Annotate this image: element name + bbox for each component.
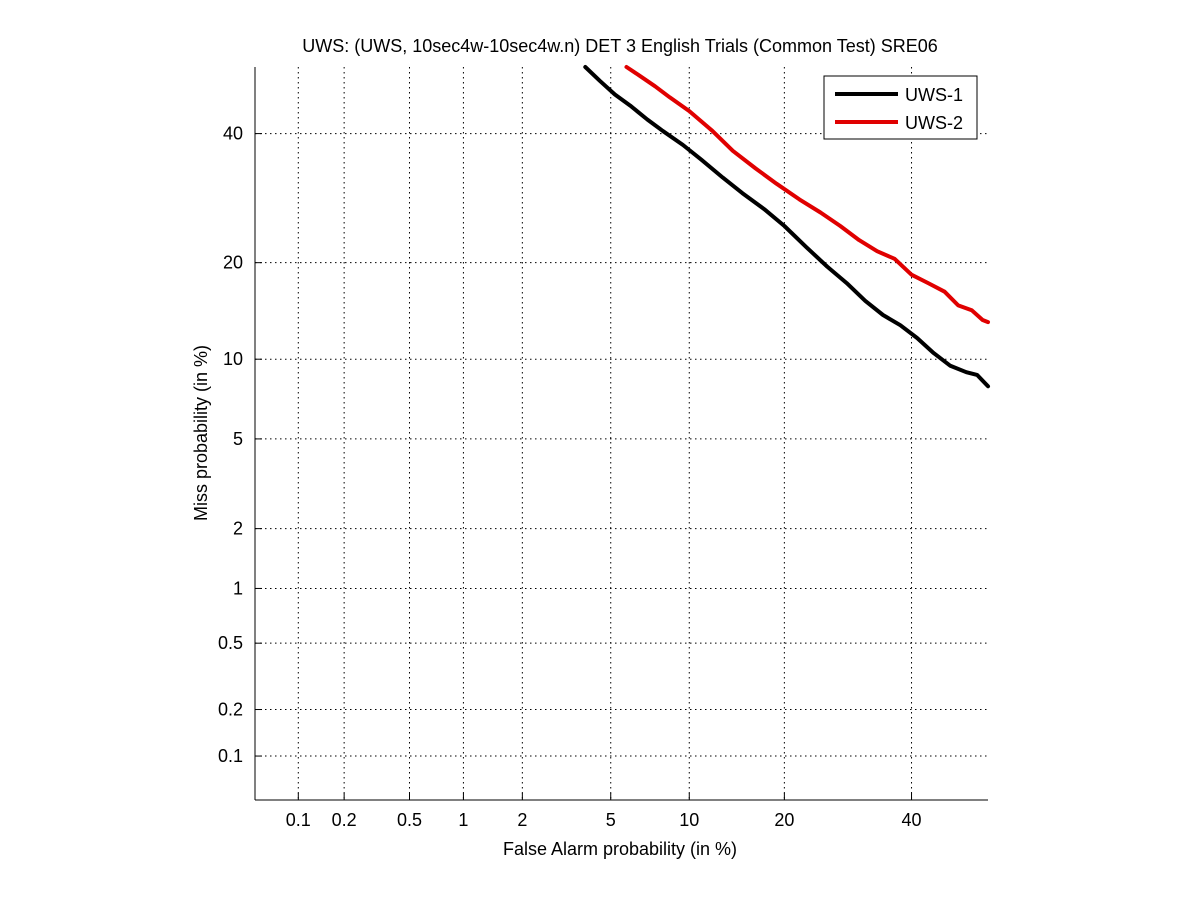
y-tick-label: 20	[223, 253, 243, 273]
series-line-uws-2	[624, 65, 990, 325]
legend-box	[823, 75, 978, 140]
axes	[254, 67, 988, 801]
y-tick-label: 5	[233, 429, 243, 449]
x-tick-label: 5	[606, 810, 616, 830]
x-tick-label: 1	[458, 810, 468, 830]
y-tick-label: 2	[233, 519, 243, 539]
x-axis-ticks: 0.1 0.2 0.5 1 2 5 10 20 40	[286, 793, 922, 830]
legend: UWS-1 UWS-2	[823, 75, 978, 140]
y-axis-label: Miss probability (in %)	[191, 345, 211, 521]
y-tick-label: 0.1	[218, 746, 243, 766]
chart-title: UWS: (UWS, 10sec4w-10sec4w.n) DET 3 Engl…	[302, 36, 938, 56]
y-tick-label: 40	[223, 124, 243, 144]
series-layer	[583, 65, 990, 389]
series-line-uws-1	[583, 65, 990, 389]
grid	[255, 67, 988, 800]
legend-label-uws-1: UWS-1	[905, 85, 963, 105]
x-tick-label: 20	[774, 810, 794, 830]
x-axis-label: False Alarm probability (in %)	[503, 839, 737, 859]
x-tick-label: 0.1	[286, 810, 311, 830]
x-tick-label: 10	[679, 810, 699, 830]
y-tick-label: 0.2	[218, 700, 243, 720]
y-tick-label: 10	[223, 349, 243, 369]
x-tick-label: 0.5	[397, 810, 422, 830]
legend-label-uws-2: UWS-2	[905, 113, 963, 133]
y-axis-ticks: 0.1 0.2 0.5 1 2 5 10 20 40	[218, 124, 262, 766]
x-tick-label: 2	[517, 810, 527, 830]
y-tick-label: 1	[233, 578, 243, 598]
y-tick-label: 0.5	[218, 633, 243, 653]
x-tick-label: 0.2	[332, 810, 357, 830]
x-tick-label: 40	[902, 810, 922, 830]
